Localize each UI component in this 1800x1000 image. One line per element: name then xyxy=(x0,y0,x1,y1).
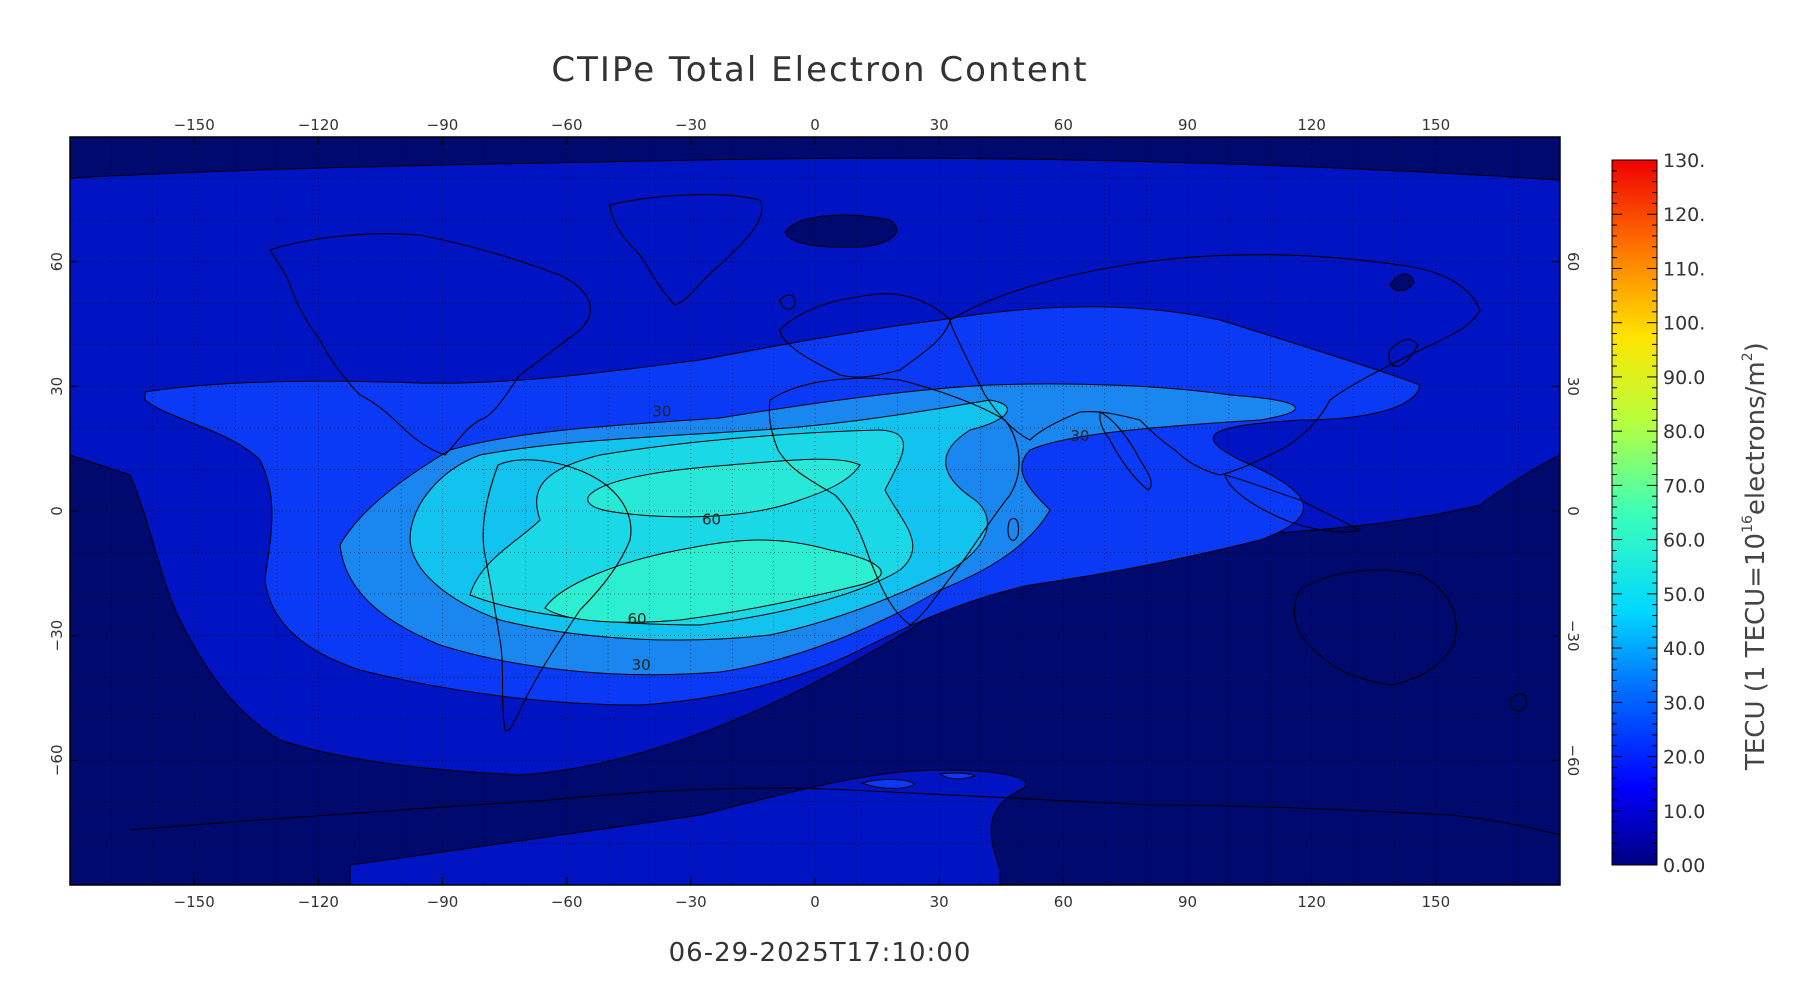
contour-label: 30 xyxy=(652,402,671,420)
colorbar-title-middle: electrons/m xyxy=(1741,361,1771,515)
contour-labels: 30 30 60 60 30 xyxy=(627,402,1089,673)
lat-tick-label-right: 30 xyxy=(1564,377,1582,396)
coastline-greenland xyxy=(609,193,763,306)
lon-tick-label-bottom: 30 xyxy=(930,893,949,911)
lon-tick-label-bottom: −90 xyxy=(427,893,459,911)
map-axes: −150−150−120−120−90−90−60−60−30−30003030… xyxy=(48,116,1582,911)
coastline-south-america xyxy=(482,459,632,732)
colorbar-label: 20.0 xyxy=(1663,747,1705,769)
lon-tick-label-bottom: −30 xyxy=(675,893,707,911)
tec-antarctic-small-patch-a xyxy=(860,778,916,789)
contour-label: 60 xyxy=(627,610,646,628)
figure-title: CTIPe Total Electron Content xyxy=(551,50,1089,90)
lon-tick-label-top: 90 xyxy=(1178,116,1197,134)
coastline-japan xyxy=(1388,339,1419,367)
lon-tick-label-top: 0 xyxy=(810,116,820,134)
lat-tick-label-right: −30 xyxy=(1564,620,1582,652)
lon-tick-label-top: −120 xyxy=(298,116,339,134)
colorbar-label: 60.0 xyxy=(1663,530,1705,552)
coastline-southeast-asia xyxy=(1224,474,1362,533)
coastline-madagascar xyxy=(1007,517,1020,541)
colorbar-title: TECU (1 TECU=1016electrons/m2) xyxy=(1740,342,1771,771)
lon-tick-label-top: −150 xyxy=(174,116,215,134)
colorbar-label: 110. xyxy=(1663,258,1705,280)
coastline-british-isles xyxy=(779,294,796,310)
lon-tick-label-top: 120 xyxy=(1297,116,1326,134)
lon-tick-label-top: −60 xyxy=(551,116,583,134)
tec-antarctic-small-patch-b xyxy=(938,772,977,780)
colorbar-gradient xyxy=(1611,159,1658,866)
colorbar-label: 130. xyxy=(1663,150,1705,172)
colorbar-label: 40.0 xyxy=(1663,638,1705,660)
lat-tick-label-right: 0 xyxy=(1564,506,1582,516)
coastline-india xyxy=(1099,411,1152,491)
colorbar-label: 120. xyxy=(1663,204,1705,226)
lon-tick-label-bottom: 120 xyxy=(1297,893,1326,911)
colorbar-label: 50.0 xyxy=(1663,584,1705,606)
colorbar-label: 100. xyxy=(1663,313,1705,335)
contour-label: 60 xyxy=(702,510,721,528)
contour-label: 30 xyxy=(1070,427,1089,445)
colorbar-label: 80.0 xyxy=(1663,421,1705,443)
lon-tick-label-bottom: 0 xyxy=(810,893,820,911)
lon-tick-label-bottom: −120 xyxy=(298,893,339,911)
coastline-antarctica xyxy=(129,787,1560,836)
coastlines xyxy=(129,193,1560,836)
lon-tick-label-top: 60 xyxy=(1054,116,1073,134)
colorbar-label: 0.00 xyxy=(1663,855,1705,877)
coastline-australia xyxy=(1293,569,1457,686)
contour-label: 30 xyxy=(632,656,651,674)
tec-low-patch-kamchatka xyxy=(1389,273,1415,292)
lon-tick-label-bottom: −60 xyxy=(551,893,583,911)
colorbar-label: 30.0 xyxy=(1663,692,1705,714)
colorbar-label: 90.0 xyxy=(1663,367,1705,389)
lon-tick-label-top: 30 xyxy=(930,116,949,134)
tec-contour-band-antarctic xyxy=(349,769,1027,885)
lat-tick-label-left: −30 xyxy=(48,620,66,652)
tec-contour-band-60-north xyxy=(587,458,861,518)
colorbar-title-prefix: TECU (1 TECU=10 xyxy=(1741,533,1771,771)
coastline-asia xyxy=(949,254,1481,476)
coastline-north-america xyxy=(269,233,591,456)
lat-tick-label-left: 30 xyxy=(48,377,66,396)
colorbar-label: 10.0 xyxy=(1663,801,1705,823)
colorbar-title-suffix: ) xyxy=(1741,342,1771,352)
graticule-grid xyxy=(70,137,1560,885)
colorbar-title-square: 2 xyxy=(1740,352,1756,361)
colorbar: 130. 120. 110. 100. 90.0 80.0 70.0 60.0 50.0 40.0… xyxy=(1611,150,1705,877)
tec-contour-band-60-south xyxy=(544,539,882,623)
lon-tick-label-top: −30 xyxy=(675,116,707,134)
colorbar-ticks: 130. 120. 110. 100. 90.0 80.0 70.0 60.0 50.0 40.0… xyxy=(1612,150,1705,877)
lon-tick-label-bottom: 90 xyxy=(1178,893,1197,911)
map-plot-area xyxy=(70,137,1560,885)
lat-tick-label-right: 60 xyxy=(1564,252,1582,271)
lat-tick-label-left: 60 xyxy=(48,252,66,271)
lon-tick-label-top: 150 xyxy=(1422,116,1451,134)
timestamp-label: 06-29-2025T17:10:00 xyxy=(668,938,972,968)
coastline-africa xyxy=(768,377,1020,626)
coastline-new-zealand xyxy=(1509,693,1527,712)
colorbar-label: 70.0 xyxy=(1663,475,1705,497)
lon-tick-label-bottom: 150 xyxy=(1422,893,1451,911)
lon-tick-label-top: −90 xyxy=(427,116,459,134)
lon-tick-label-bottom: −150 xyxy=(174,893,215,911)
lat-tick-label-left: 0 xyxy=(48,506,66,516)
tec-low-patch-north-atlantic xyxy=(784,214,898,248)
colorbar-title-exponent: 16 xyxy=(1740,515,1756,533)
lat-tick-label-left: −60 xyxy=(48,745,66,777)
lat-tick-label-right: −60 xyxy=(1564,745,1582,777)
lon-tick-label-bottom: 60 xyxy=(1054,893,1073,911)
